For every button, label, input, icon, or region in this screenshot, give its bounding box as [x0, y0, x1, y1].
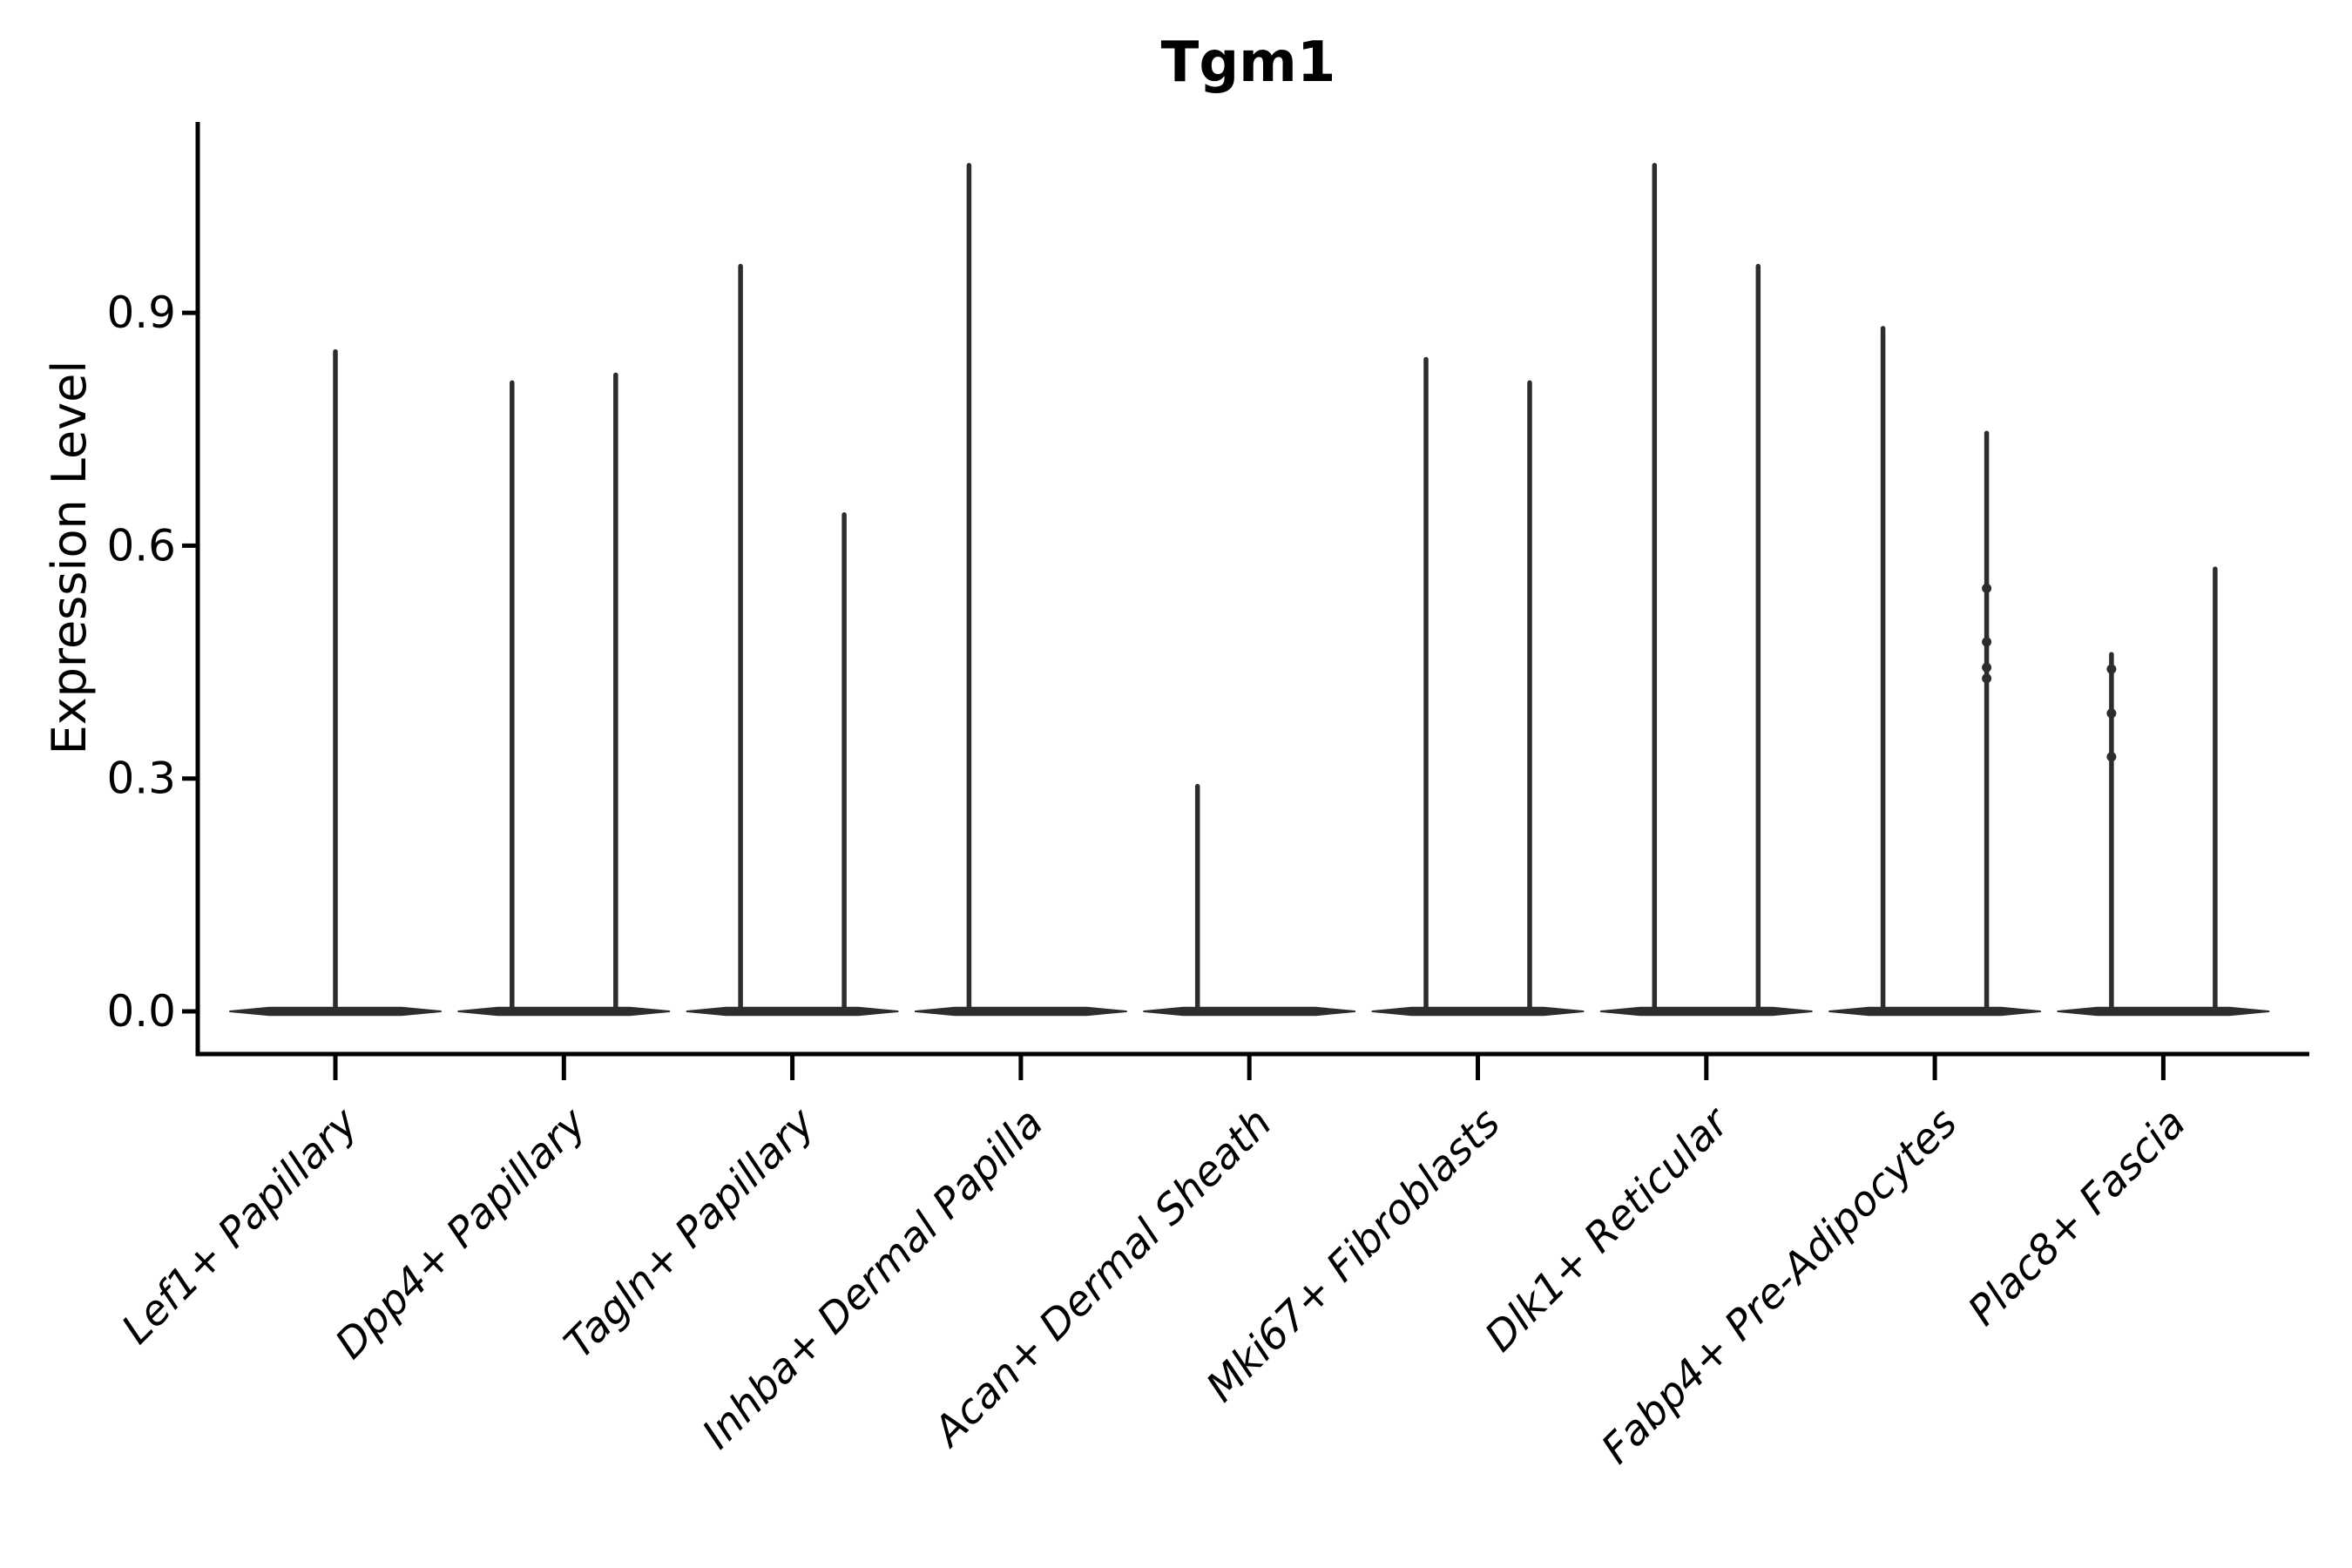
y-tick-label: 0.6	[106, 520, 176, 571]
violin-body	[457, 1006, 671, 1017]
expression-point	[1982, 662, 1992, 672]
y-tick-label: 0.9	[106, 287, 176, 338]
expression-point	[2106, 664, 2117, 674]
expression-point	[1982, 673, 1992, 684]
y-tick-label: 0.0	[106, 986, 176, 1037]
expression-point	[1982, 583, 1992, 593]
expression-point	[2106, 752, 2117, 762]
violin-body	[686, 1006, 899, 1017]
violin-body	[2057, 1006, 2270, 1017]
chart-title: Tgm1	[1161, 30, 1336, 95]
violin-body	[1143, 1006, 1356, 1017]
violin-body	[1371, 1006, 1585, 1017]
y-axis-label: Expression Level	[42, 361, 97, 755]
expression-point	[1982, 637, 1992, 647]
violin-body	[1828, 1006, 2042, 1017]
y-tick-label: 0.3	[106, 754, 176, 804]
expression-point	[2106, 708, 2117, 719]
violin-body	[914, 1006, 1127, 1017]
violin-body	[1599, 1006, 1813, 1017]
